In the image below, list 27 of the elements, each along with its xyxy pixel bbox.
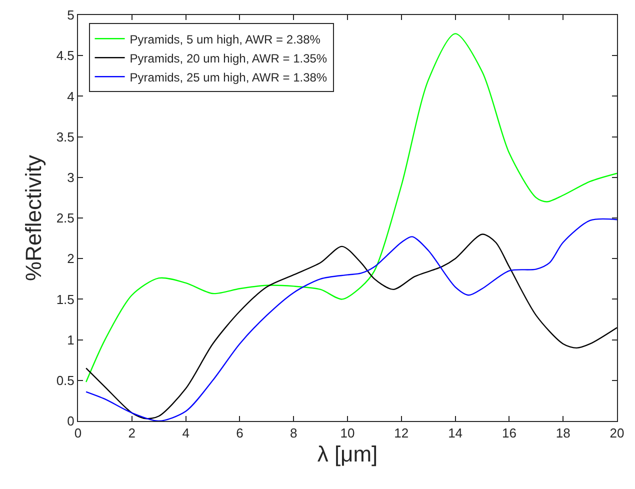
y-tick-label: 4.5 — [56, 48, 74, 64]
y-tick-label: 4 — [67, 88, 74, 104]
x-tick-label: 6 — [236, 426, 244, 441]
legend-label: Pyramids, 25 um high, AWR = 1.38% — [130, 70, 328, 84]
x-tick-label: 12 — [394, 426, 409, 441]
y-tick-label: 2 — [67, 251, 74, 266]
y-tick-label: 0 — [67, 414, 74, 429]
legend-label: Pyramids, 20 um high, AWR = 1.35% — [130, 51, 328, 66]
line-series — [85, 33, 617, 383]
y-tick-label: 0.5 — [56, 372, 74, 388]
x-tick-label: 8 — [290, 426, 298, 441]
y-tick-label: 2.5 — [56, 210, 74, 226]
x-tick-label: 4 — [182, 426, 190, 441]
y-tick-label: 5 — [67, 8, 74, 23]
x-tick-label: 14 — [448, 426, 463, 441]
x-tick-label: 18 — [556, 426, 570, 441]
y-tick-label: 1 — [67, 332, 74, 348]
legend-label: Pyramids, 5 um high, AWR = 2.38% — [130, 32, 321, 46]
x-tick-label: 16 — [502, 426, 516, 441]
y-tick-label: 3 — [67, 170, 74, 185]
x-tick-label: 2 — [128, 426, 136, 441]
y-tick-label: 1.5 — [56, 292, 74, 307]
y-axis-title: %Reflectivity — [21, 155, 46, 281]
x-tick-label: 10 — [340, 426, 355, 441]
y-tick-label: 3.5 — [56, 129, 74, 144]
x-tick-label: 20 — [610, 426, 624, 441]
x-axis-title: λ [μm] — [317, 442, 378, 466]
